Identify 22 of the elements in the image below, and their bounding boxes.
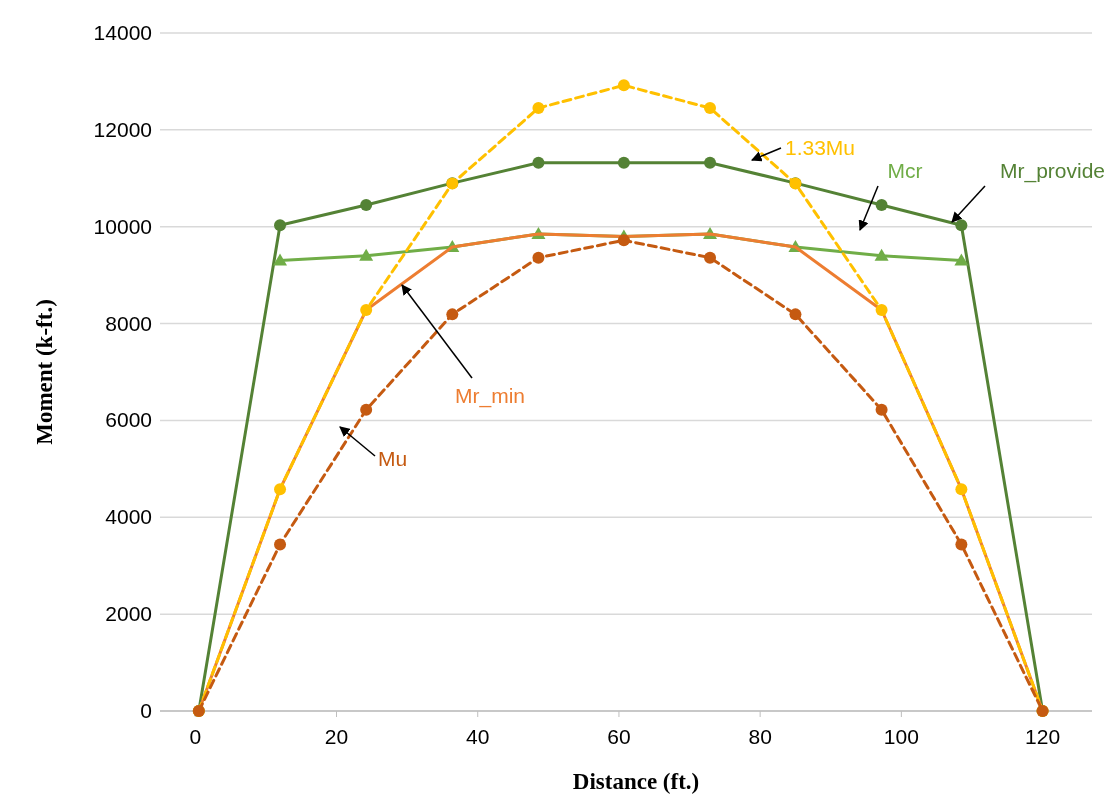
series-label: Mu (378, 447, 408, 470)
x-tick-label: 20 (324, 725, 349, 748)
y-tick-label: 14000 (93, 21, 152, 44)
x-tick-label: 80 (748, 725, 772, 748)
y-tick-label: 6000 (105, 408, 152, 432)
y-tick-label: 4000 (105, 505, 152, 529)
series-label: 1.33Mu (785, 136, 856, 159)
text: Mr_min (454, 384, 526, 408)
x-tick-label: 100 (883, 725, 919, 748)
x-tick-label: 40 (466, 725, 490, 748)
x-tick-label: 60 (607, 725, 631, 748)
text: Mcr (887, 159, 923, 182)
y-tick-label: 10000 (93, 214, 152, 238)
text: Mr_provide (1000, 159, 1106, 183)
y-tick-label: 0 (140, 699, 152, 722)
x-axis-title: Distance (ft.) (572, 769, 700, 794)
y-tick-label: 2000 (105, 602, 152, 626)
y-axis-title: Moment (k-ft.) (32, 299, 57, 445)
x-tick-label: 0 (189, 725, 202, 748)
y-tick-label: 8000 (105, 311, 152, 335)
x-tick-label: 120 (1025, 725, 1061, 748)
y-tick-label: 12000 (93, 117, 152, 141)
